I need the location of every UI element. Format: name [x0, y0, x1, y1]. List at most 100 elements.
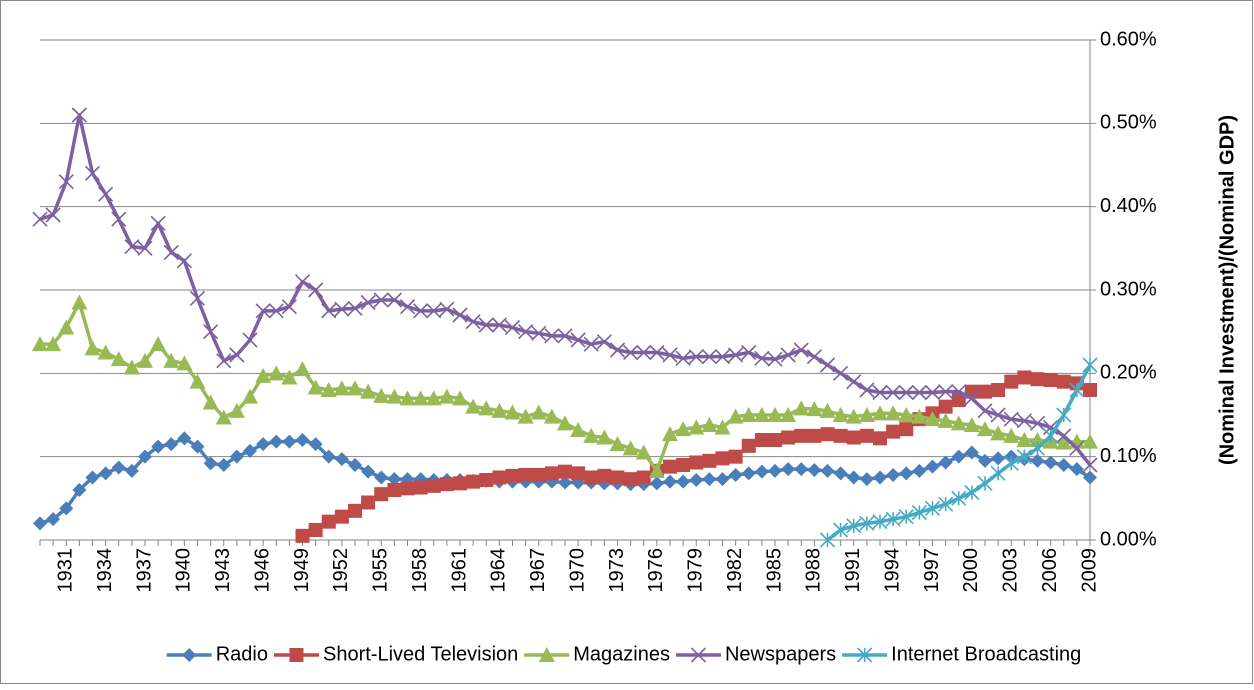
- legend-label: Short-Lived Television: [323, 643, 518, 665]
- x-tick-label: 1994: [881, 548, 903, 593]
- marker: [610, 470, 625, 485]
- legend-label: Radio: [216, 643, 268, 665]
- marker: [45, 336, 62, 352]
- marker: [216, 458, 231, 472]
- marker: [111, 211, 127, 227]
- marker: [189, 373, 206, 389]
- marker: [886, 468, 901, 482]
- marker: [1016, 432, 1033, 447]
- marker: [347, 300, 363, 316]
- marker: [728, 347, 744, 363]
- marker: [295, 433, 310, 447]
- marker: [505, 468, 520, 483]
- x-tick-label: 1991: [842, 548, 864, 593]
- marker: [308, 523, 323, 537]
- marker: [781, 462, 796, 477]
- marker: [425, 390, 442, 406]
- marker: [177, 431, 192, 446]
- marker: [872, 405, 888, 421]
- marker: [518, 324, 534, 340]
- marker: [1069, 462, 1084, 477]
- marker: [1030, 372, 1045, 387]
- marker: [216, 353, 232, 369]
- marker: [662, 426, 678, 442]
- marker: [963, 417, 980, 432]
- marker: [281, 369, 298, 385]
- marker: [846, 470, 861, 485]
- marker: [229, 347, 245, 363]
- marker: [360, 383, 377, 399]
- marker: [1016, 449, 1032, 465]
- marker: [873, 431, 887, 446]
- marker: [1082, 357, 1098, 373]
- marker: [1043, 373, 1058, 387]
- marker: [176, 355, 193, 371]
- marker: [857, 647, 873, 663]
- marker: [912, 463, 927, 478]
- marker: [951, 384, 967, 400]
- marker: [819, 357, 836, 373]
- x-tick-label: 1934: [94, 548, 116, 593]
- marker: [1017, 370, 1032, 385]
- marker: [538, 647, 555, 662]
- marker: [728, 449, 743, 464]
- marker: [400, 481, 415, 496]
- marker: [243, 443, 257, 458]
- marker: [453, 476, 467, 491]
- marker: [32, 336, 48, 352]
- marker: [387, 483, 402, 497]
- marker: [531, 468, 546, 482]
- marker: [491, 402, 508, 418]
- marker: [793, 400, 810, 416]
- marker: [84, 165, 101, 181]
- marker: [348, 503, 362, 518]
- x-tick-label: 1955: [370, 548, 392, 593]
- marker: [741, 344, 757, 361]
- marker: [689, 455, 704, 470]
- marker: [675, 350, 691, 366]
- marker: [1016, 413, 1032, 429]
- marker: [1082, 457, 1098, 473]
- marker: [202, 394, 219, 410]
- y-tick-label: 0.00%: [1100, 528, 1157, 550]
- marker: [689, 473, 704, 487]
- marker: [570, 332, 586, 348]
- marker: [321, 514, 336, 529]
- marker: [806, 349, 822, 365]
- marker: [833, 466, 848, 481]
- legend-item: Magazines: [524, 643, 670, 665]
- marker: [768, 433, 782, 447]
- marker: [137, 240, 153, 256]
- marker: [754, 464, 769, 479]
- marker: [333, 380, 350, 396]
- marker: [991, 383, 1006, 397]
- marker: [1056, 458, 1071, 472]
- marker: [662, 347, 678, 363]
- marker: [373, 292, 389, 308]
- marker: [820, 427, 835, 442]
- x-tick-label: 1931: [55, 548, 77, 593]
- marker: [242, 388, 258, 404]
- marker: [727, 408, 744, 424]
- marker: [649, 476, 664, 491]
- marker: [294, 361, 311, 377]
- marker: [950, 415, 967, 431]
- marker: [938, 455, 953, 470]
- marker: [951, 490, 967, 506]
- x-tick-label: 2000: [960, 548, 982, 593]
- marker: [990, 425, 1007, 441]
- marker: [623, 472, 638, 487]
- legend-label: Newspapers: [725, 643, 836, 665]
- marker: [1083, 383, 1097, 397]
- legend-label: Internet Broadcasting: [891, 643, 1081, 665]
- marker: [59, 501, 74, 516]
- marker: [386, 388, 403, 404]
- marker: [714, 349, 731, 365]
- marker: [1055, 434, 1072, 450]
- marker: [648, 462, 665, 478]
- marker: [780, 347, 796, 363]
- marker: [820, 463, 835, 478]
- marker: [807, 463, 822, 477]
- marker: [859, 428, 874, 443]
- marker: [438, 388, 455, 404]
